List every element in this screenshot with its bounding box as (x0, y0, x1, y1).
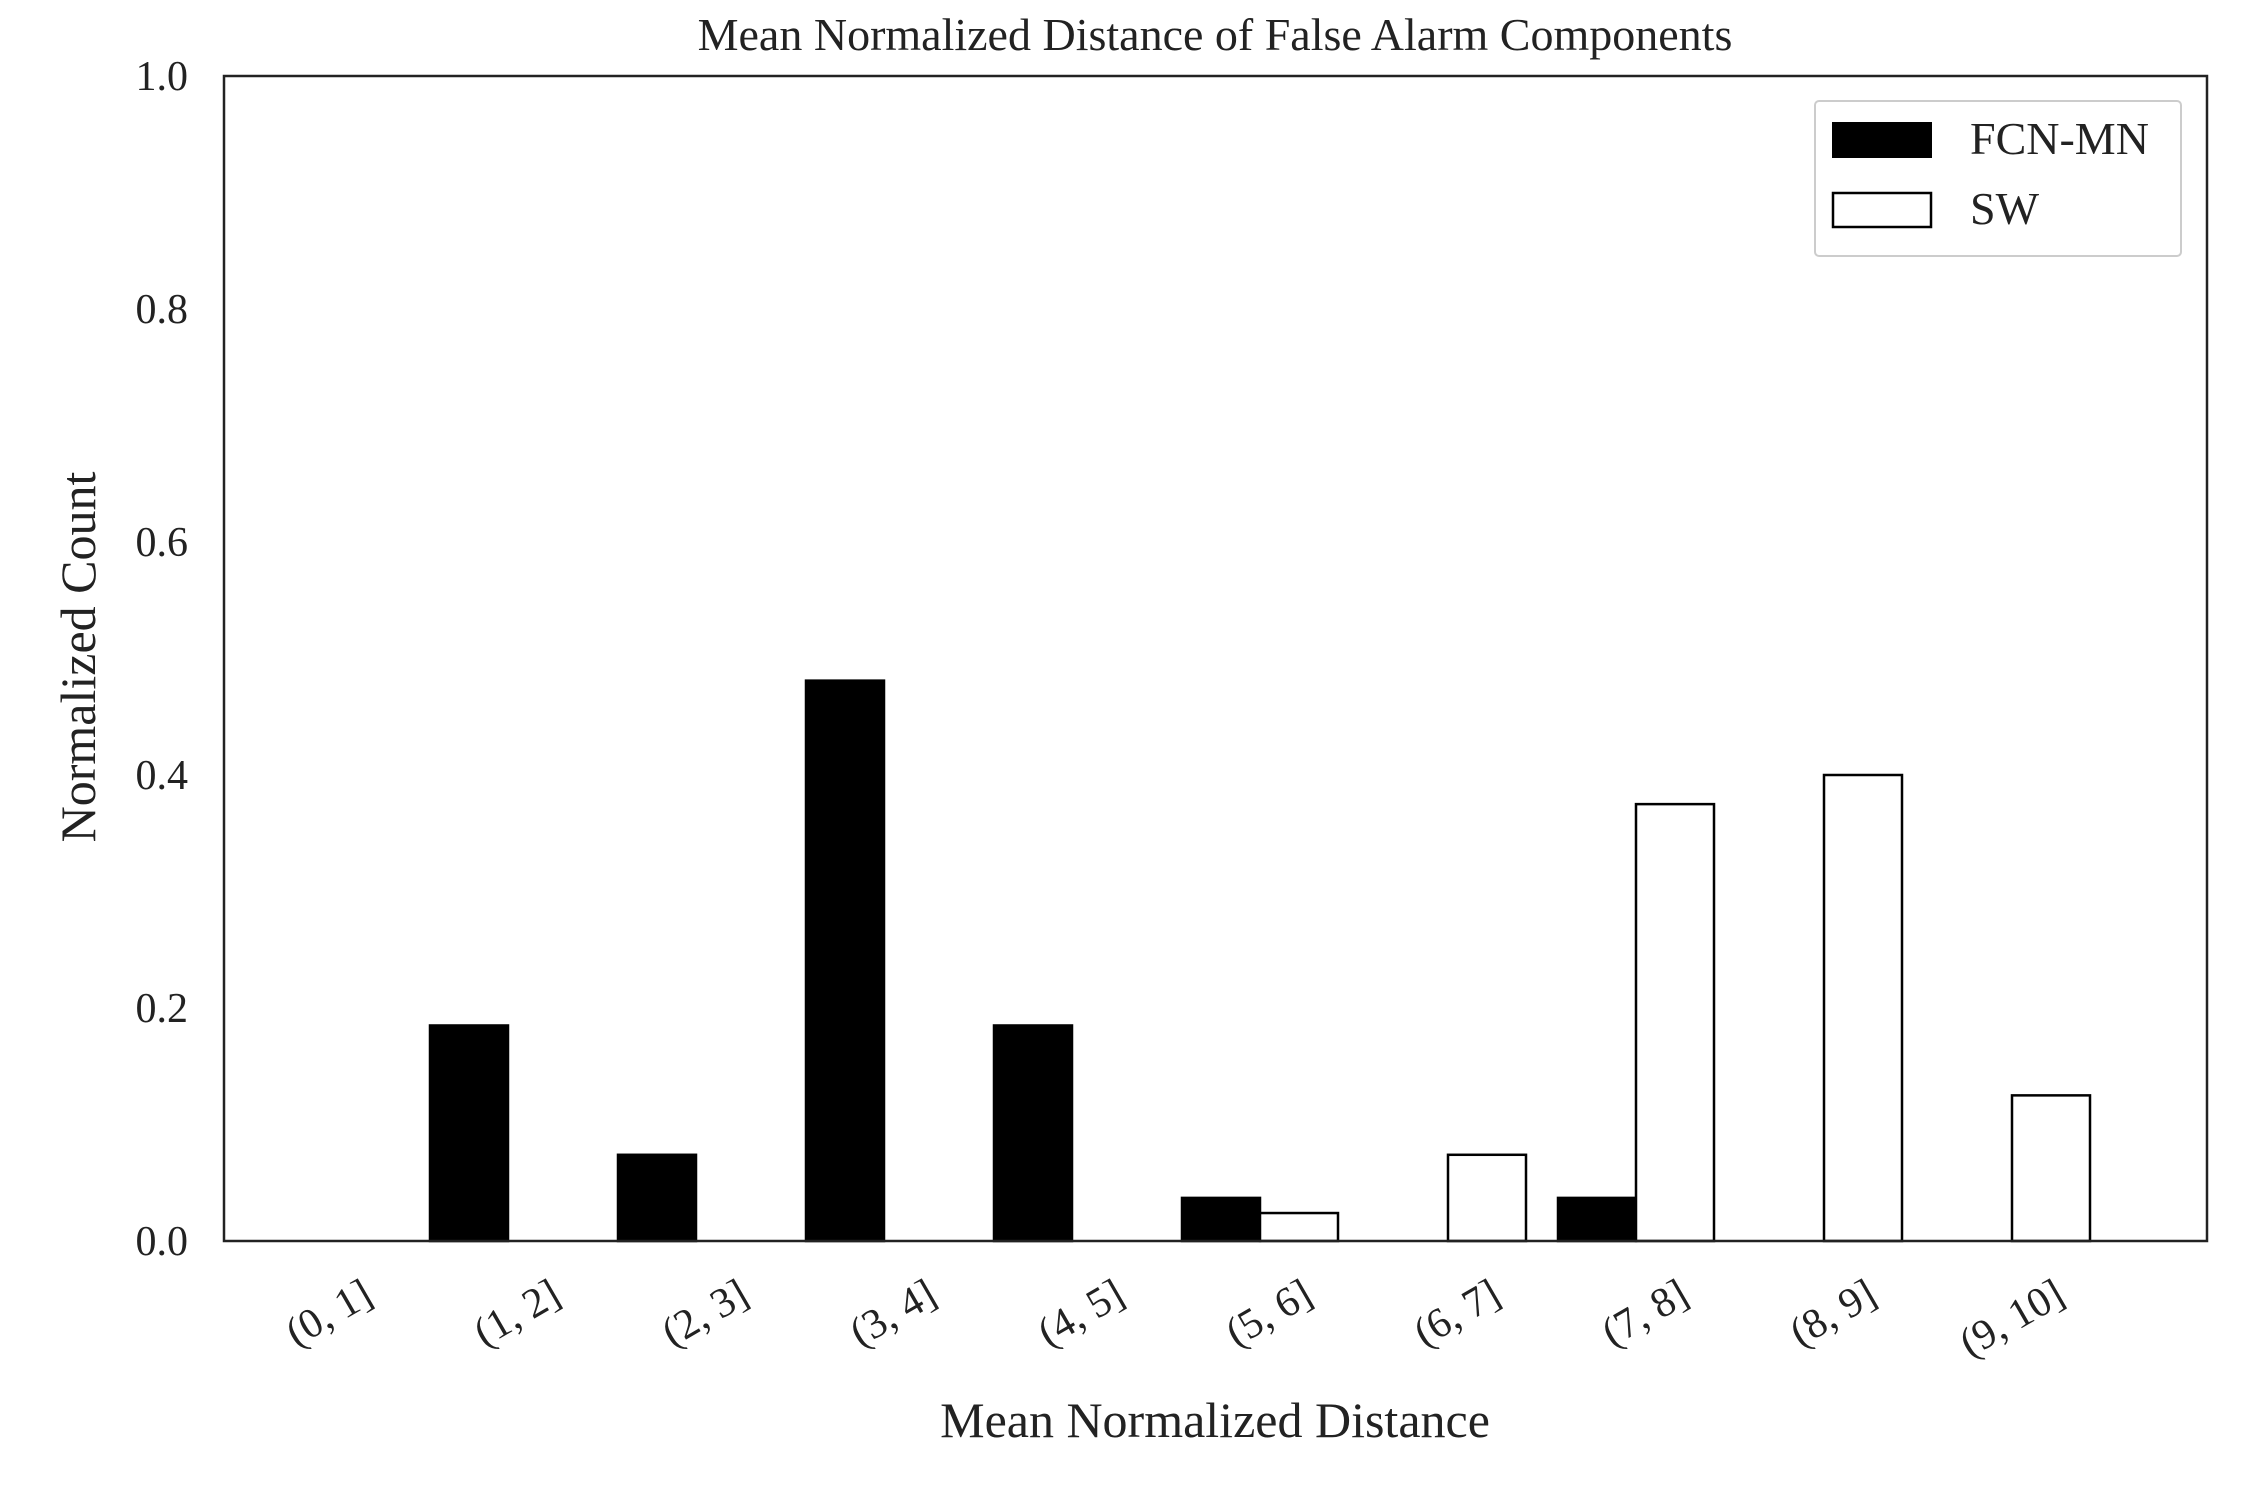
bar-sw-8 (1822, 773, 1904, 1243)
legend-label-fcn-mn: FCN-MN (1970, 113, 2149, 164)
bar-sw-5 (1258, 1211, 1340, 1243)
y-tick-label: 0.6 (136, 520, 189, 566)
bar-fcn-mn-1 (428, 1024, 510, 1243)
x-tick-label: (5, 6] (1218, 1271, 1320, 1356)
bar-fcn-mn-7 (1556, 1196, 1638, 1243)
x-tick-label: (3, 4] (842, 1271, 944, 1356)
legend-swatch-fcn-mn (1832, 122, 1932, 158)
legend-swatch-sw (1831, 191, 1933, 229)
y-tick-labels: 0.0 0.2 0.4 0.6 0.8 1.0 (136, 54, 189, 1265)
x-tick-label: (9, 10] (1952, 1271, 2072, 1367)
bar-sw-6 (1446, 1153, 1528, 1243)
y-tick-label: 0.8 (136, 287, 189, 333)
x-axis-label: Mean Normalized Distance (940, 1392, 1490, 1448)
bar-fcn-mn-5 (1180, 1196, 1262, 1243)
bar-sw-9 (2010, 1094, 2092, 1243)
bar-fcn-mn-2 (616, 1153, 698, 1243)
y-tick-label: 0.4 (136, 753, 189, 799)
x-tick-label: (4, 5] (1030, 1271, 1132, 1356)
bar-sw-7 (1634, 802, 1716, 1243)
chart-title: Mean Normalized Distance of False Alarm … (698, 9, 1733, 60)
x-tick-label: (8, 9] (1782, 1271, 1884, 1356)
legend: FCN-MN SW (1814, 100, 2182, 257)
legend-label-sw: SW (1970, 183, 2040, 234)
plot-frame (222, 74, 2209, 1243)
x-tick-labels: (0, 1] (1, 2] (2, 3] (3, 4] (4, 5] (5, 6] (6, … (278, 1271, 2072, 1367)
bar-fcn-mn-4 (992, 1024, 1074, 1243)
x-tick-label: (0, 1] (278, 1271, 380, 1356)
x-tick-label: (6, 7] (1406, 1271, 1508, 1356)
bar-fcn-mn-3 (804, 679, 886, 1243)
y-tick-label: 0.0 (136, 1219, 189, 1265)
x-tick-label: (1, 2] (466, 1271, 568, 1356)
y-axis-label: Normalized Count (50, 472, 106, 843)
y-tick-label: 1.0 (136, 54, 189, 100)
x-tick-label: (2, 3] (654, 1271, 756, 1356)
y-tick-label: 0.2 (136, 986, 189, 1032)
bars (428, 679, 2092, 1243)
x-tick-label: (7, 8] (1594, 1271, 1696, 1356)
